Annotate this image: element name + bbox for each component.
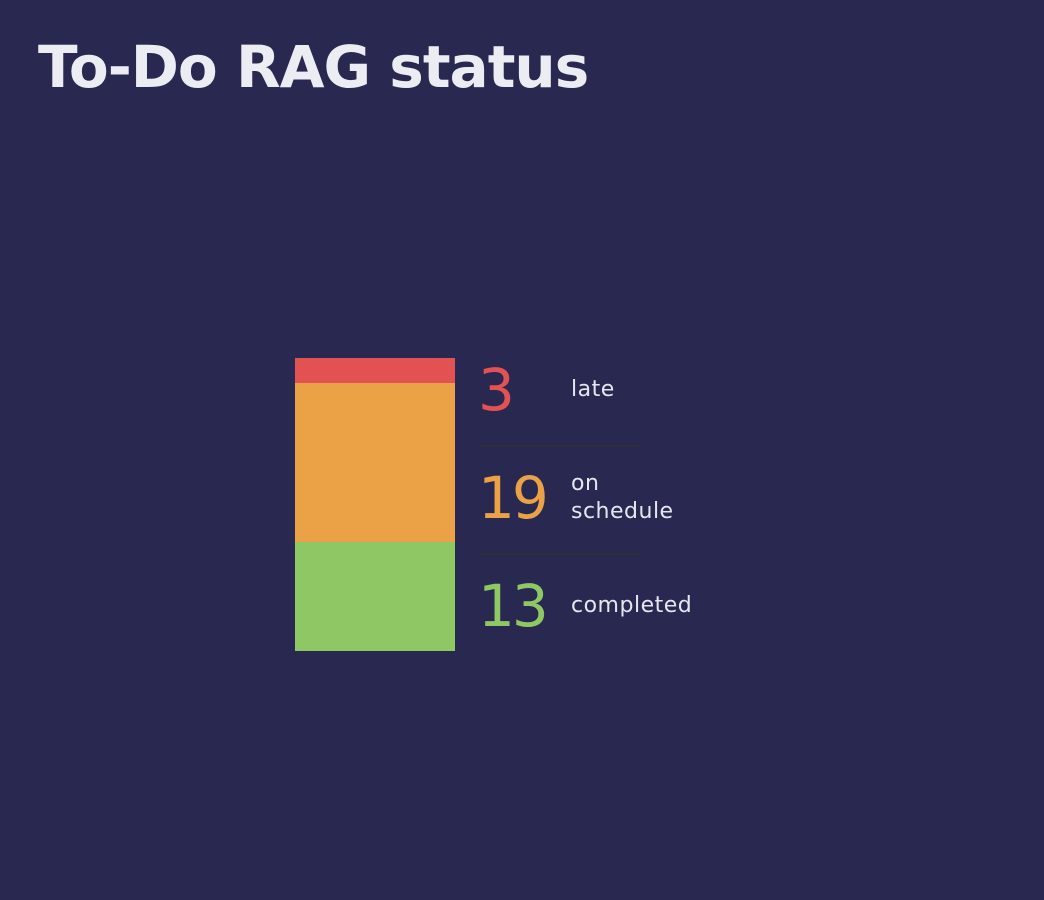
- status-count-on-schedule: 19: [478, 464, 549, 532]
- status-label-on-schedule: on schedule: [571, 471, 674, 524]
- bar-segment-completed: [295, 542, 455, 651]
- row-divider: [479, 445, 639, 447]
- status-row-late: 3 late: [478, 358, 778, 436]
- bar-segment-on-schedule: [295, 383, 455, 543]
- status-count-late: 3: [478, 356, 515, 424]
- status-label-late: late: [571, 377, 615, 402]
- chart-title: To-Do RAG status: [38, 33, 589, 101]
- status-row-on-schedule: 19 on schedule: [478, 466, 778, 544]
- status-count-completed: 13: [478, 572, 549, 640]
- stacked-bar: [295, 358, 455, 651]
- status-label-completed: completed: [571, 593, 693, 618]
- row-divider: [479, 553, 639, 555]
- bar-segment-late: [295, 358, 455, 384]
- status-row-completed: 13 completed: [478, 574, 778, 652]
